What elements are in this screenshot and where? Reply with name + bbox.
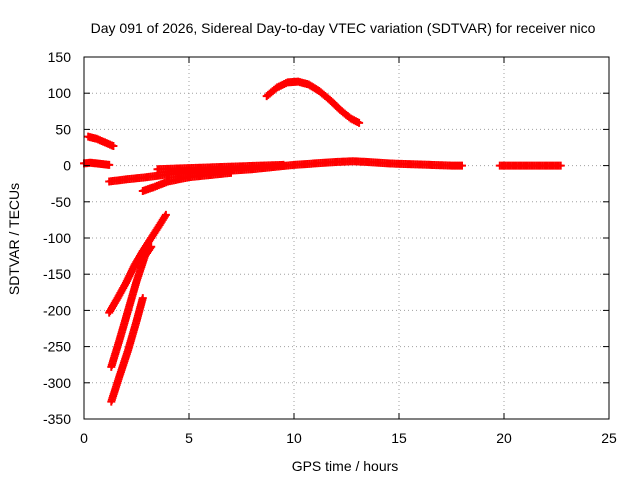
y-axis-label: SDTVAR / TECUs — [6, 183, 22, 295]
series-baseline-lower-branch — [138, 168, 235, 195]
data-point — [147, 242, 156, 251]
data-point — [161, 210, 170, 219]
x-tick-label: 15 — [391, 430, 407, 446]
data-point — [355, 118, 364, 127]
y-tick-label: -200 — [43, 302, 71, 318]
y-tick-label: 50 — [55, 121, 71, 137]
grid — [84, 57, 609, 419]
data-point — [279, 160, 288, 169]
data-point — [138, 294, 147, 303]
data-point — [556, 161, 565, 170]
y-tick-label: 0 — [63, 158, 71, 174]
y-tick-label: -250 — [43, 339, 71, 355]
data-point — [109, 142, 118, 151]
y-tick-label: -350 — [43, 411, 71, 427]
y-ticks: -350 -300 -250 -200 -150 -100 -50 0 50 100 150 — [43, 49, 609, 427]
data-point — [458, 161, 466, 170]
series-arc-high — [262, 77, 364, 127]
data-point — [105, 160, 114, 169]
x-axis-label: GPS time / hours — [292, 458, 399, 474]
data-point — [146, 244, 155, 253]
series-arc-low-c — [107, 294, 147, 406]
y-tick-label: 150 — [48, 49, 72, 65]
x-tick-label: 0 — [80, 430, 88, 446]
y-tick-label: -300 — [43, 375, 71, 391]
x-tick-label: 20 — [496, 430, 512, 446]
y-tick-label: 100 — [48, 85, 72, 101]
data-point — [227, 168, 235, 177]
series-arc-low-b — [107, 242, 156, 371]
chart-title: Day 091 of 2026, Sidereal Day-to-day VTE… — [91, 20, 596, 36]
series-late-segment — [495, 161, 565, 170]
series-baseline-upper-branch — [153, 160, 288, 174]
data-marks — [80, 77, 565, 406]
x-tick-label: 10 — [286, 430, 302, 446]
series-arc-early-positive — [84, 132, 118, 151]
series-arc-low-a — [105, 210, 170, 317]
x-ticks: 0 5 10 15 20 25 — [80, 57, 617, 446]
y-tick-label: -100 — [43, 230, 71, 246]
y-tick-label: -150 — [43, 266, 71, 282]
x-tick-label: 25 — [601, 430, 617, 446]
y-tick-label: -50 — [51, 194, 71, 210]
series-baseline-early — [80, 158, 114, 169]
x-tick-label: 5 — [185, 430, 193, 446]
